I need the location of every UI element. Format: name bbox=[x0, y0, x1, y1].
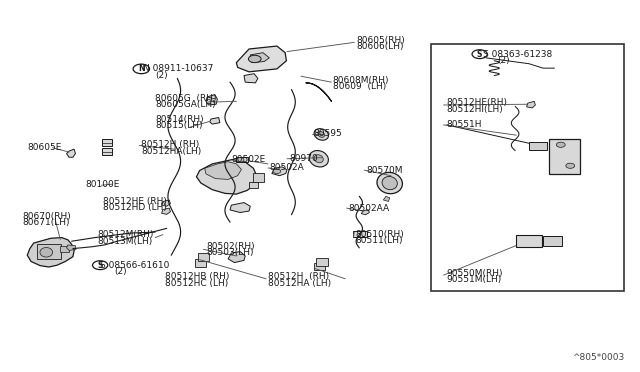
Bar bbox=[529, 142, 547, 150]
Text: 80502(RH): 80502(RH) bbox=[206, 242, 255, 251]
Text: 80510(RH): 80510(RH) bbox=[355, 230, 404, 239]
Polygon shape bbox=[67, 149, 76, 157]
Polygon shape bbox=[250, 53, 269, 62]
Polygon shape bbox=[161, 200, 170, 206]
Text: 80512HE(RH): 80512HE(RH) bbox=[447, 98, 508, 107]
Polygon shape bbox=[161, 208, 170, 214]
Polygon shape bbox=[527, 101, 536, 108]
Circle shape bbox=[236, 158, 244, 162]
Text: 80512M(RH): 80512M(RH) bbox=[97, 231, 154, 240]
Text: S: S bbox=[97, 261, 103, 270]
Text: 80551H: 80551H bbox=[447, 121, 482, 129]
Text: 80502AA: 80502AA bbox=[349, 203, 390, 212]
Polygon shape bbox=[244, 74, 258, 83]
Text: 80511(LH): 80511(LH) bbox=[355, 236, 403, 245]
Text: 80605(RH): 80605(RH) bbox=[356, 36, 406, 45]
Text: 80609  (LH): 80609 (LH) bbox=[333, 83, 386, 92]
Circle shape bbox=[472, 50, 487, 58]
Text: (2): (2) bbox=[156, 71, 168, 80]
Polygon shape bbox=[228, 251, 245, 263]
Circle shape bbox=[273, 169, 281, 173]
Bar bbox=[353, 231, 367, 237]
Text: 80605G  (RH): 80605G (RH) bbox=[156, 94, 217, 103]
Text: 90550M(RH): 90550M(RH) bbox=[447, 269, 503, 278]
Text: 80606(LH): 80606(LH) bbox=[356, 42, 404, 51]
Text: 80100E: 80100E bbox=[86, 180, 120, 189]
Ellipse shape bbox=[309, 151, 328, 167]
Ellipse shape bbox=[40, 247, 52, 257]
Text: 80512HA (LH): 80512HA (LH) bbox=[268, 279, 331, 288]
Bar bbox=[314, 263, 325, 270]
Polygon shape bbox=[236, 46, 287, 72]
Text: (2): (2) bbox=[497, 56, 510, 65]
Text: S 08566-61610: S 08566-61610 bbox=[100, 261, 170, 270]
Text: ^805*0003: ^805*0003 bbox=[572, 353, 624, 362]
Text: 80605GA(LH): 80605GA(LH) bbox=[156, 100, 216, 109]
Polygon shape bbox=[230, 203, 250, 212]
Bar bbox=[543, 237, 562, 246]
Text: 80512HB (RH): 80512HB (RH) bbox=[164, 272, 229, 282]
Polygon shape bbox=[206, 94, 218, 105]
Bar bbox=[316, 258, 328, 266]
Text: (2): (2) bbox=[114, 267, 127, 276]
Bar bbox=[249, 182, 258, 188]
Bar bbox=[431, 44, 624, 291]
Text: 90551M(LH): 90551M(LH) bbox=[447, 275, 502, 285]
Bar bbox=[36, 244, 61, 259]
Text: S 08363-61238: S 08363-61238 bbox=[483, 49, 553, 59]
Bar bbox=[102, 139, 112, 146]
Circle shape bbox=[556, 142, 565, 147]
Text: 80515(LH): 80515(LH) bbox=[156, 122, 203, 131]
Text: 80512HE (RH): 80512HE (RH) bbox=[103, 197, 167, 206]
Bar bbox=[195, 259, 206, 267]
Text: 80512HI(LH): 80512HI(LH) bbox=[447, 105, 504, 113]
Ellipse shape bbox=[377, 172, 403, 194]
Text: 80502E: 80502E bbox=[231, 155, 266, 164]
Bar bbox=[236, 157, 248, 163]
Polygon shape bbox=[28, 238, 74, 267]
Text: 80502A: 80502A bbox=[269, 163, 304, 173]
Polygon shape bbox=[210, 118, 220, 124]
Text: N 08911-10637: N 08911-10637 bbox=[143, 64, 213, 73]
Text: 80671(LH): 80671(LH) bbox=[22, 218, 70, 227]
Circle shape bbox=[93, 261, 108, 270]
Bar bbox=[516, 235, 542, 247]
Polygon shape bbox=[205, 162, 241, 179]
Text: 80512HC (LH): 80512HC (LH) bbox=[164, 279, 228, 288]
Text: 80595: 80595 bbox=[314, 129, 342, 138]
Text: 80512H (RH): 80512H (RH) bbox=[141, 140, 200, 149]
Bar bbox=[198, 253, 209, 262]
Bar bbox=[253, 173, 264, 182]
Bar bbox=[60, 246, 69, 251]
Bar bbox=[102, 148, 112, 155]
Ellipse shape bbox=[314, 129, 328, 140]
Ellipse shape bbox=[318, 132, 324, 137]
Text: 80514(RH): 80514(RH) bbox=[156, 115, 204, 124]
Polygon shape bbox=[196, 160, 257, 194]
Circle shape bbox=[133, 64, 150, 74]
Polygon shape bbox=[383, 196, 390, 202]
Text: 80570M: 80570M bbox=[366, 166, 403, 175]
Text: 80608M(RH): 80608M(RH) bbox=[333, 76, 389, 85]
Text: 80513M(LH): 80513M(LH) bbox=[97, 237, 152, 246]
Bar bbox=[549, 139, 580, 174]
Polygon shape bbox=[272, 167, 287, 176]
Text: 80512H  (RH): 80512H (RH) bbox=[268, 272, 329, 282]
Text: 80512HA(LH): 80512HA(LH) bbox=[141, 147, 202, 155]
Text: 80670(RH): 80670(RH) bbox=[22, 212, 71, 221]
Text: 80503(LH): 80503(LH) bbox=[206, 248, 253, 257]
Text: 80970: 80970 bbox=[289, 154, 318, 163]
Ellipse shape bbox=[314, 155, 323, 163]
Text: 80605E: 80605E bbox=[28, 143, 61, 152]
Circle shape bbox=[248, 55, 261, 62]
Text: 80512HD (LH): 80512HD (LH) bbox=[103, 203, 167, 212]
Polygon shape bbox=[67, 245, 76, 250]
Text: N: N bbox=[138, 64, 145, 73]
Text: S: S bbox=[477, 49, 483, 59]
Circle shape bbox=[566, 163, 575, 168]
Ellipse shape bbox=[382, 176, 397, 190]
Polygon shape bbox=[361, 209, 369, 215]
